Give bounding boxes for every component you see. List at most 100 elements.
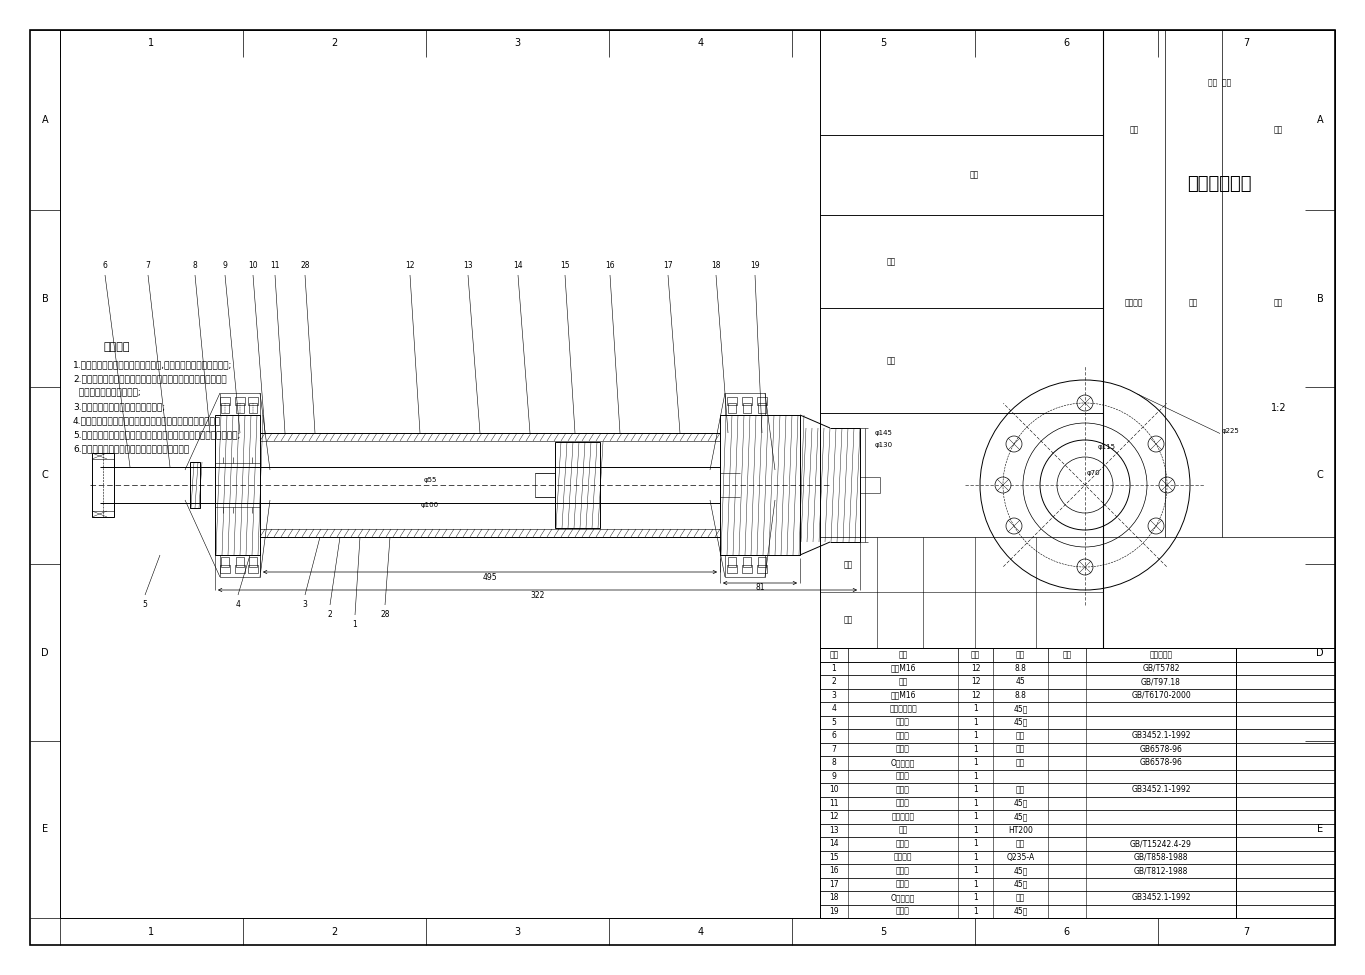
Text: 重量: 重量 — [1062, 650, 1072, 659]
Text: 5: 5 — [880, 927, 887, 937]
Text: 防尘圈: 防尘圈 — [895, 745, 910, 754]
Text: 14: 14 — [829, 839, 839, 848]
Text: 28: 28 — [300, 261, 310, 270]
Text: 4.严防损伤活塞杆顶端的螺纹，液压缸缸壁面和活塞杆表面。: 4.严防损伤活塞杆顶端的螺纹，液压缸缸壁面和活塞杆表面。 — [72, 416, 221, 425]
Text: φ55: φ55 — [423, 477, 437, 483]
Bar — [820, 743, 1335, 756]
Bar — [820, 878, 1335, 891]
Text: 8.8: 8.8 — [1014, 664, 1026, 673]
Text: 7: 7 — [146, 261, 150, 270]
Text: O型密封圈: O型密封圈 — [891, 759, 915, 767]
Bar — [820, 716, 1335, 729]
Text: 3: 3 — [831, 690, 837, 700]
Text: 5: 5 — [142, 600, 147, 609]
Bar — [535, 473, 556, 497]
Text: 第张: 第张 — [1274, 126, 1283, 135]
Text: 2: 2 — [332, 38, 337, 48]
Text: 6: 6 — [1063, 38, 1070, 48]
Text: 12: 12 — [405, 261, 415, 270]
Text: 1: 1 — [973, 866, 977, 876]
Text: 1: 1 — [973, 718, 977, 726]
Text: 2: 2 — [328, 610, 332, 619]
Text: 垫圈: 垫圈 — [898, 678, 908, 686]
Bar — [248, 565, 258, 573]
Text: 7: 7 — [1244, 38, 1249, 48]
Text: 1: 1 — [973, 879, 977, 889]
Text: GB3452.1-1992: GB3452.1-1992 — [1132, 893, 1190, 902]
Text: 1: 1 — [973, 812, 977, 821]
Bar — [725, 393, 764, 415]
Text: 6: 6 — [831, 731, 837, 740]
Bar — [235, 565, 244, 573]
Text: 1: 1 — [149, 927, 154, 937]
Text: 阶段标记: 阶段标记 — [1125, 298, 1144, 307]
Text: 9: 9 — [222, 261, 228, 270]
Text: 3: 3 — [515, 927, 520, 937]
Text: 6: 6 — [1063, 927, 1070, 937]
Text: 28: 28 — [381, 610, 390, 619]
Text: 1: 1 — [973, 785, 977, 795]
Text: 1: 1 — [973, 772, 977, 781]
Text: HT200: HT200 — [1009, 826, 1033, 835]
Text: 共张  第张: 共张 第张 — [1208, 78, 1231, 87]
Text: C: C — [1317, 471, 1324, 481]
Text: GB6578-96: GB6578-96 — [1140, 759, 1182, 767]
Text: 防尘圈: 防尘圈 — [895, 785, 910, 795]
Text: φ100: φ100 — [420, 502, 440, 508]
Text: 共张: 共张 — [1129, 126, 1138, 135]
Bar — [725, 555, 764, 577]
Text: 17: 17 — [663, 261, 673, 270]
Text: 19: 19 — [751, 261, 760, 270]
Bar — [221, 557, 229, 567]
Bar — [190, 462, 201, 508]
Text: 止动垫片: 止动垫片 — [894, 853, 912, 862]
Text: 45钢: 45钢 — [1013, 704, 1028, 714]
Text: φ70: φ70 — [1087, 470, 1100, 476]
Text: 13: 13 — [463, 261, 472, 270]
Text: 1: 1 — [973, 893, 977, 902]
Text: B: B — [41, 293, 48, 303]
Text: 12: 12 — [971, 690, 980, 700]
Text: 橡胶: 橡胶 — [1016, 745, 1025, 754]
Text: 前缸盖: 前缸盖 — [895, 799, 910, 807]
Text: GB/T858-1988: GB/T858-1988 — [1134, 853, 1189, 862]
Bar — [758, 403, 766, 413]
Text: 橡胶: 橡胶 — [1016, 731, 1025, 740]
Text: 1: 1 — [973, 731, 977, 740]
Text: C: C — [41, 471, 48, 481]
Text: 数量: 数量 — [971, 650, 980, 659]
Text: 3.活塞杆与前缸盖的间隙要符合要求;: 3.活塞杆与前缸盖的间隙要符合要求; — [72, 402, 165, 411]
Bar — [820, 661, 1335, 675]
Text: 比例: 比例 — [1274, 298, 1283, 307]
Bar — [820, 783, 1335, 797]
Bar — [820, 850, 1335, 864]
Text: 8.8: 8.8 — [1014, 690, 1026, 700]
Bar — [236, 557, 244, 567]
Bar — [820, 905, 1335, 918]
Bar — [728, 565, 737, 573]
Text: φ115: φ115 — [1097, 444, 1117, 450]
Text: 12: 12 — [971, 678, 980, 686]
Text: 1: 1 — [973, 839, 977, 848]
Text: 9: 9 — [831, 772, 837, 781]
Bar — [91, 453, 115, 517]
Text: 81: 81 — [755, 583, 764, 593]
Bar — [758, 397, 767, 405]
Text: 1: 1 — [831, 664, 837, 673]
Bar — [820, 837, 1335, 850]
Text: 序号: 序号 — [830, 650, 838, 659]
Text: 橡胶: 橡胶 — [1016, 893, 1025, 902]
Bar — [820, 810, 1335, 824]
Text: GB/T812-1988: GB/T812-1988 — [1134, 866, 1188, 876]
Text: 4: 4 — [831, 704, 837, 714]
Bar — [820, 797, 1335, 810]
Bar — [248, 397, 258, 405]
Text: 1:2: 1:2 — [1271, 403, 1286, 413]
Text: 16: 16 — [605, 261, 614, 270]
Text: 防尘圈: 防尘圈 — [895, 731, 910, 740]
Text: 标记: 标记 — [844, 560, 853, 569]
Text: 6: 6 — [102, 261, 108, 270]
Bar — [743, 557, 751, 567]
Text: 圆螺母: 圆螺母 — [895, 866, 910, 876]
Text: 7: 7 — [1244, 927, 1249, 937]
